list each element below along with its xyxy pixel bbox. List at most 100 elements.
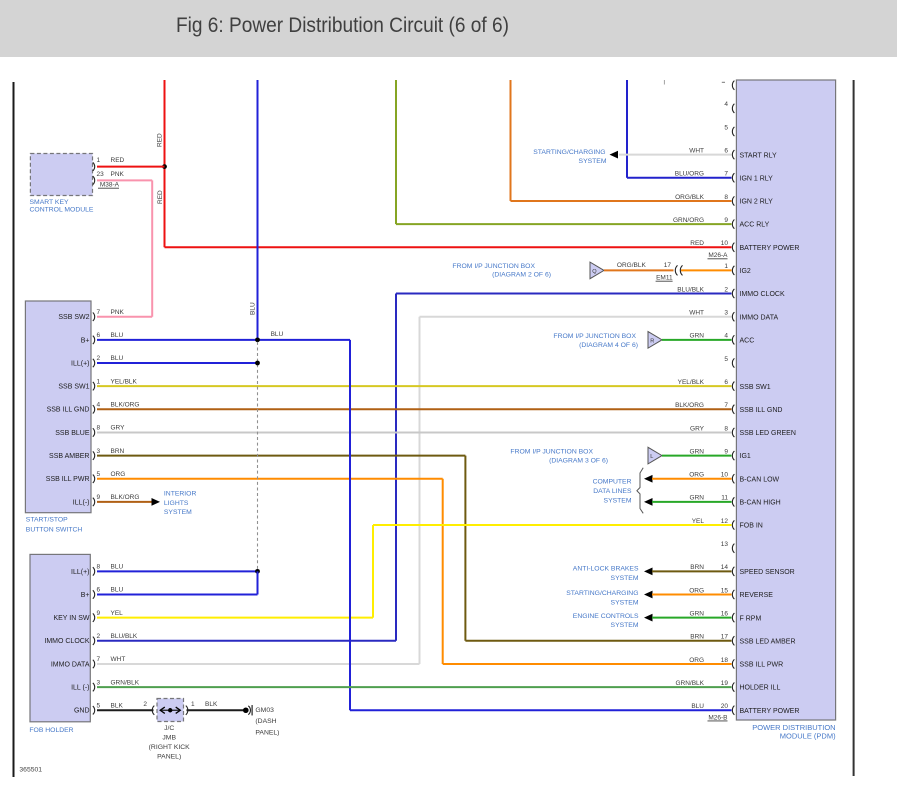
svg-text:YEL: YEL [111,610,124,617]
svg-text:6: 6 [97,587,101,594]
svg-text:6: 6 [724,147,728,154]
svg-text:5: 5 [97,702,101,709]
svg-text:REVERSE: REVERSE [740,592,774,599]
svg-text:(DASH: (DASH [255,718,276,725]
svg-text:ILL(+): ILL(+) [71,569,89,576]
svg-text:6: 6 [97,332,101,339]
svg-text:BLK/ORG: BLK/ORG [111,402,140,409]
svg-text:SYSTEM: SYSTEM [164,509,192,516]
svg-text:1: 1 [97,157,101,164]
svg-text:F RPM: F RPM [740,615,762,622]
svg-text:(DIAGRAM 4 OF 6): (DIAGRAM 4 OF 6) [579,342,638,349]
svg-text:7: 7 [97,656,101,663]
svg-text:GRN: GRN [690,333,705,340]
svg-text:ORG/BLK: ORG/BLK [617,262,647,269]
svg-text:RED: RED [690,240,704,247]
svg-text:SSB AMBER: SSB AMBER [49,453,89,460]
svg-text:10: 10 [721,472,729,479]
svg-text:STARTING/CHARGING: STARTING/CHARGING [566,590,638,597]
svg-text:7: 7 [724,402,728,409]
svg-text:PANEL): PANEL) [255,729,279,736]
svg-text:17: 17 [721,634,729,641]
svg-text:ORG: ORG [111,471,126,478]
svg-text:14: 14 [721,564,729,571]
svg-text:SSB LED AMBER: SSB LED AMBER [740,638,796,645]
svg-text:YEL: YEL [692,518,705,525]
svg-text:ORG/BLK: ORG/BLK [675,194,705,201]
svg-text:HOLDER ILL: HOLDER ILL [740,685,781,692]
svg-text:IG1: IG1 [740,453,751,460]
svg-text:3: 3 [724,310,728,317]
svg-text:3: 3 [97,448,101,455]
svg-text:SSB SW1: SSB SW1 [58,384,89,391]
svg-text:5: 5 [724,124,728,131]
svg-text:SYSTEM: SYSTEM [611,599,639,606]
svg-text:2: 2 [143,701,147,708]
svg-text:RED: RED [111,157,125,164]
svg-text:SYSTEM: SYSTEM [611,575,639,582]
svg-text:4: 4 [724,101,728,108]
svg-text:BATTERY POWER: BATTERY POWER [740,708,800,715]
svg-text:BLU: BLU [249,302,256,315]
svg-text:START RLY: START RLY [740,152,778,159]
svg-text:1: 1 [724,263,728,270]
svg-text:15: 15 [721,587,729,594]
svg-text:ACC RLY: ACC RLY [740,222,770,229]
svg-text:8: 8 [97,425,101,432]
svg-text:9: 9 [724,448,728,455]
svg-text:SSB LED GREEN: SSB LED GREEN [740,430,796,437]
svg-text:BATTERY POWER: BATTERY POWER [740,245,800,252]
svg-text:LIGHTS: LIGHTS [164,500,189,507]
svg-text:IMMO CLOCK: IMMO CLOCK [740,291,785,298]
svg-text:7: 7 [97,309,101,316]
svg-text:2: 2 [724,286,728,293]
svg-text:B+: B+ [81,337,90,344]
svg-text:IMMO CLOCK: IMMO CLOCK [44,638,89,645]
svg-text:16: 16 [721,610,729,617]
svg-text:BLK: BLK [205,701,218,708]
svg-text:7: 7 [724,171,728,178]
svg-text:FROM I/P JUNCTION BOX: FROM I/P JUNCTION BOX [510,449,593,456]
svg-text:SSB SW1: SSB SW1 [740,384,771,391]
svg-text:GM03: GM03 [255,707,274,714]
svg-text:BLU: BLU [691,703,704,710]
svg-text:BRN: BRN [690,564,704,571]
svg-text:(RIGHT KICK: (RIGHT KICK [149,744,191,751]
svg-text:L: L [650,454,653,460]
svg-text:RED: RED [157,190,164,204]
svg-text:GRN/BLK: GRN/BLK [675,680,704,687]
svg-text:ORG: ORG [689,657,704,664]
svg-text:J/C: J/C [164,725,174,732]
svg-text:BLK: BLK [111,702,124,709]
svg-text:1: 1 [191,701,195,708]
svg-text:WHT: WHT [111,656,126,663]
svg-text:EM11: EM11 [656,275,673,282]
svg-text:ORG: ORG [689,587,704,594]
svg-text:R: R [650,338,654,344]
svg-text:SSB ILL PWR: SSB ILL PWR [46,476,90,483]
svg-text:BLK/ORG: BLK/ORG [675,402,704,409]
svg-text:(DIAGRAM 2 OF 6): (DIAGRAM 2 OF 6) [492,272,551,279]
svg-text:BLU: BLU [111,355,124,362]
svg-text:GRN: GRN [690,448,705,455]
svg-text:5: 5 [724,356,728,363]
svg-text:(DIAGRAM 3 OF 6): (DIAGRAM 3 OF 6) [549,458,608,465]
svg-text:ENGINE CONTROLS: ENGINE CONTROLS [573,613,639,620]
svg-text:B-CAN HIGH: B-CAN HIGH [740,500,781,507]
svg-text:2: 2 [97,355,101,362]
svg-text:SMART KEY: SMART KEY [30,199,69,206]
svg-text:INTERIOR: INTERIOR [164,491,197,498]
svg-text:2: 2 [97,633,101,640]
svg-text:RED: RED [156,133,163,147]
svg-text:BLU/BLK: BLU/BLK [111,633,138,640]
svg-text:GRY: GRY [111,425,126,432]
svg-text:FROM I/P JUNCTION BOX: FROM I/P JUNCTION BOX [553,333,636,340]
svg-text:SYSTEM: SYSTEM [604,498,632,505]
svg-text:19: 19 [721,680,729,687]
svg-text:M38-A: M38-A [100,182,120,189]
svg-text:BLU: BLU [111,564,124,571]
svg-text:9: 9 [97,610,101,617]
svg-text:KEY IN SW: KEY IN SW [53,615,89,622]
svg-text:MODULE (PDM): MODULE (PDM) [780,732,836,741]
svg-text:4: 4 [724,333,728,340]
